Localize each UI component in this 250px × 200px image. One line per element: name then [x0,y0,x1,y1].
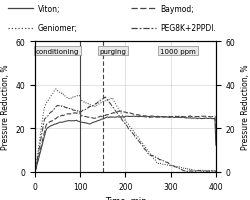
X-axis label: Time, min: Time, min [104,196,146,200]
Text: PEG8K+2PPDI.: PEG8K+2PPDI. [160,24,216,33]
Text: purging: purging [99,48,126,54]
Text: Baymod;: Baymod; [160,5,194,13]
Text: Viton;: Viton; [38,5,60,13]
Text: conditioning: conditioning [36,48,79,54]
Y-axis label: Pressure Reduction, %: Pressure Reduction, % [240,64,249,150]
Text: Geniomer;: Geniomer; [38,24,77,33]
Text: 1000 ppm: 1000 ppm [160,48,195,54]
Y-axis label: Pressure Reduction, %: Pressure Reduction, % [1,64,10,150]
